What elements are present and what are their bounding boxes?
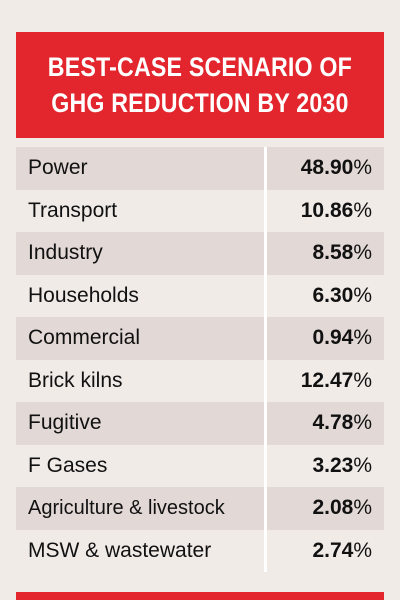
sector-label: Brick kilns — [28, 368, 123, 392]
reduction-value: 0.94% — [312, 326, 372, 350]
reduction-value: 4.78% — [312, 411, 372, 435]
table-row: Commercial 0.94% — [16, 317, 384, 360]
table-row: MSW & wastewater 2.74% — [16, 529, 384, 572]
sector-label: Fugitive — [28, 411, 102, 435]
column-divider — [264, 402, 267, 445]
title-line-1: BEST-CASE SCENARIO OF — [47, 52, 353, 82]
table-row: Brick kilns 12.47% — [16, 359, 384, 402]
table-row: Transport 10.86% — [16, 189, 384, 232]
column-divider — [264, 147, 267, 190]
sector-label: Industry — [28, 241, 103, 265]
table-row: Power 48.90% — [16, 147, 384, 190]
column-divider — [264, 189, 267, 232]
column-divider — [264, 274, 267, 317]
column-divider — [264, 529, 267, 572]
reduction-value: 10.86% — [300, 198, 372, 222]
ghg-reduction-table: Power 48.90% Transport 10.86% Industry 8… — [16, 147, 384, 572]
title-banner: BEST-CASE SCENARIO OF GHG REDUCTION BY 2… — [16, 32, 384, 138]
sector-label: Agriculture & livestock — [28, 496, 225, 519]
reduction-value: 6.30% — [312, 283, 372, 307]
column-divider — [264, 487, 267, 530]
table-row: F Gases 3.23% — [16, 444, 384, 487]
sector-label: MSW & wastewater — [28, 538, 212, 562]
reduction-value: 3.23% — [312, 453, 372, 477]
table-row: Industry 8.58% — [16, 232, 384, 275]
sector-label: Transport — [28, 198, 118, 222]
reduction-value: 2.74% — [312, 538, 372, 562]
sector-label: F Gases — [28, 453, 108, 477]
sector-label: Power — [28, 156, 88, 180]
footer-accent-bar — [16, 592, 384, 600]
title-line-2: GHG REDUCTION BY 2030 — [51, 88, 349, 118]
column-divider — [264, 317, 267, 360]
reduction-value: 8.58% — [312, 241, 372, 265]
column-divider — [264, 444, 267, 487]
sector-label: Commercial — [28, 326, 141, 350]
reduction-value: 48.90% — [300, 156, 372, 180]
sector-label: Households — [28, 283, 139, 307]
table-row: Fugitive 4.78% — [16, 402, 384, 445]
reduction-value: 2.08% — [312, 496, 372, 520]
reduction-value: 12.47% — [300, 368, 372, 392]
column-divider — [264, 232, 267, 275]
table-row: Households 6.30% — [16, 274, 384, 317]
table-row: Agriculture & livestock 2.08% — [16, 487, 384, 530]
column-divider — [264, 359, 267, 402]
